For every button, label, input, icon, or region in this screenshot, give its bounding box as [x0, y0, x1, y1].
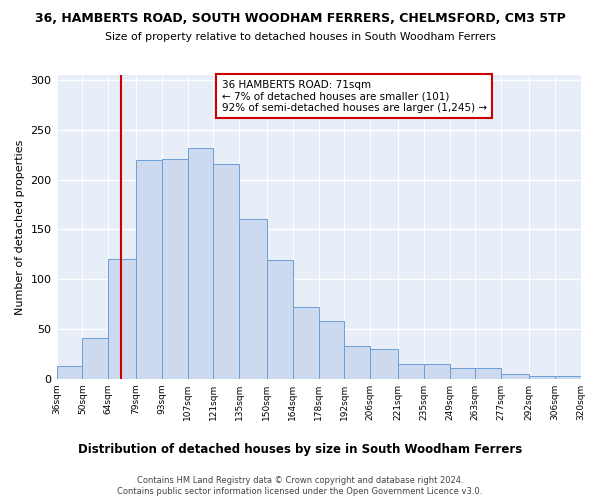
Bar	[239, 220, 267, 379]
Bar	[108, 260, 136, 379]
Text: 36, HAMBERTS ROAD, SOUTH WOODHAM FERRERS, CHELMSFORD, CM3 5TP: 36, HAMBERTS ROAD, SOUTH WOODHAM FERRERS…	[35, 12, 565, 26]
Bar	[529, 376, 554, 379]
Bar	[188, 148, 214, 379]
Bar	[424, 364, 449, 379]
Bar	[398, 364, 424, 379]
Text: 36 HAMBERTS ROAD: 71sqm
← 7% of detached houses are smaller (101)
92% of semi-de: 36 HAMBERTS ROAD: 71sqm ← 7% of detached…	[221, 80, 487, 113]
Bar	[162, 158, 188, 379]
Bar	[56, 366, 82, 379]
Bar	[136, 160, 162, 379]
Bar	[344, 346, 370, 379]
Bar	[581, 376, 600, 379]
Bar	[319, 321, 344, 379]
Bar	[214, 164, 239, 379]
Text: Contains public sector information licensed under the Open Government Licence v3: Contains public sector information licen…	[118, 488, 482, 496]
Bar	[293, 307, 319, 379]
Bar	[475, 368, 501, 379]
Bar	[267, 260, 293, 379]
Bar	[449, 368, 475, 379]
Bar	[554, 376, 581, 379]
Text: Contains HM Land Registry data © Crown copyright and database right 2024.: Contains HM Land Registry data © Crown c…	[137, 476, 463, 485]
Y-axis label: Number of detached properties: Number of detached properties	[15, 139, 25, 314]
Text: Size of property relative to detached houses in South Woodham Ferrers: Size of property relative to detached ho…	[104, 32, 496, 42]
Text: Distribution of detached houses by size in South Woodham Ferrers: Distribution of detached houses by size …	[78, 442, 522, 456]
Bar	[82, 338, 108, 379]
Bar	[370, 349, 398, 379]
Bar	[501, 374, 529, 379]
